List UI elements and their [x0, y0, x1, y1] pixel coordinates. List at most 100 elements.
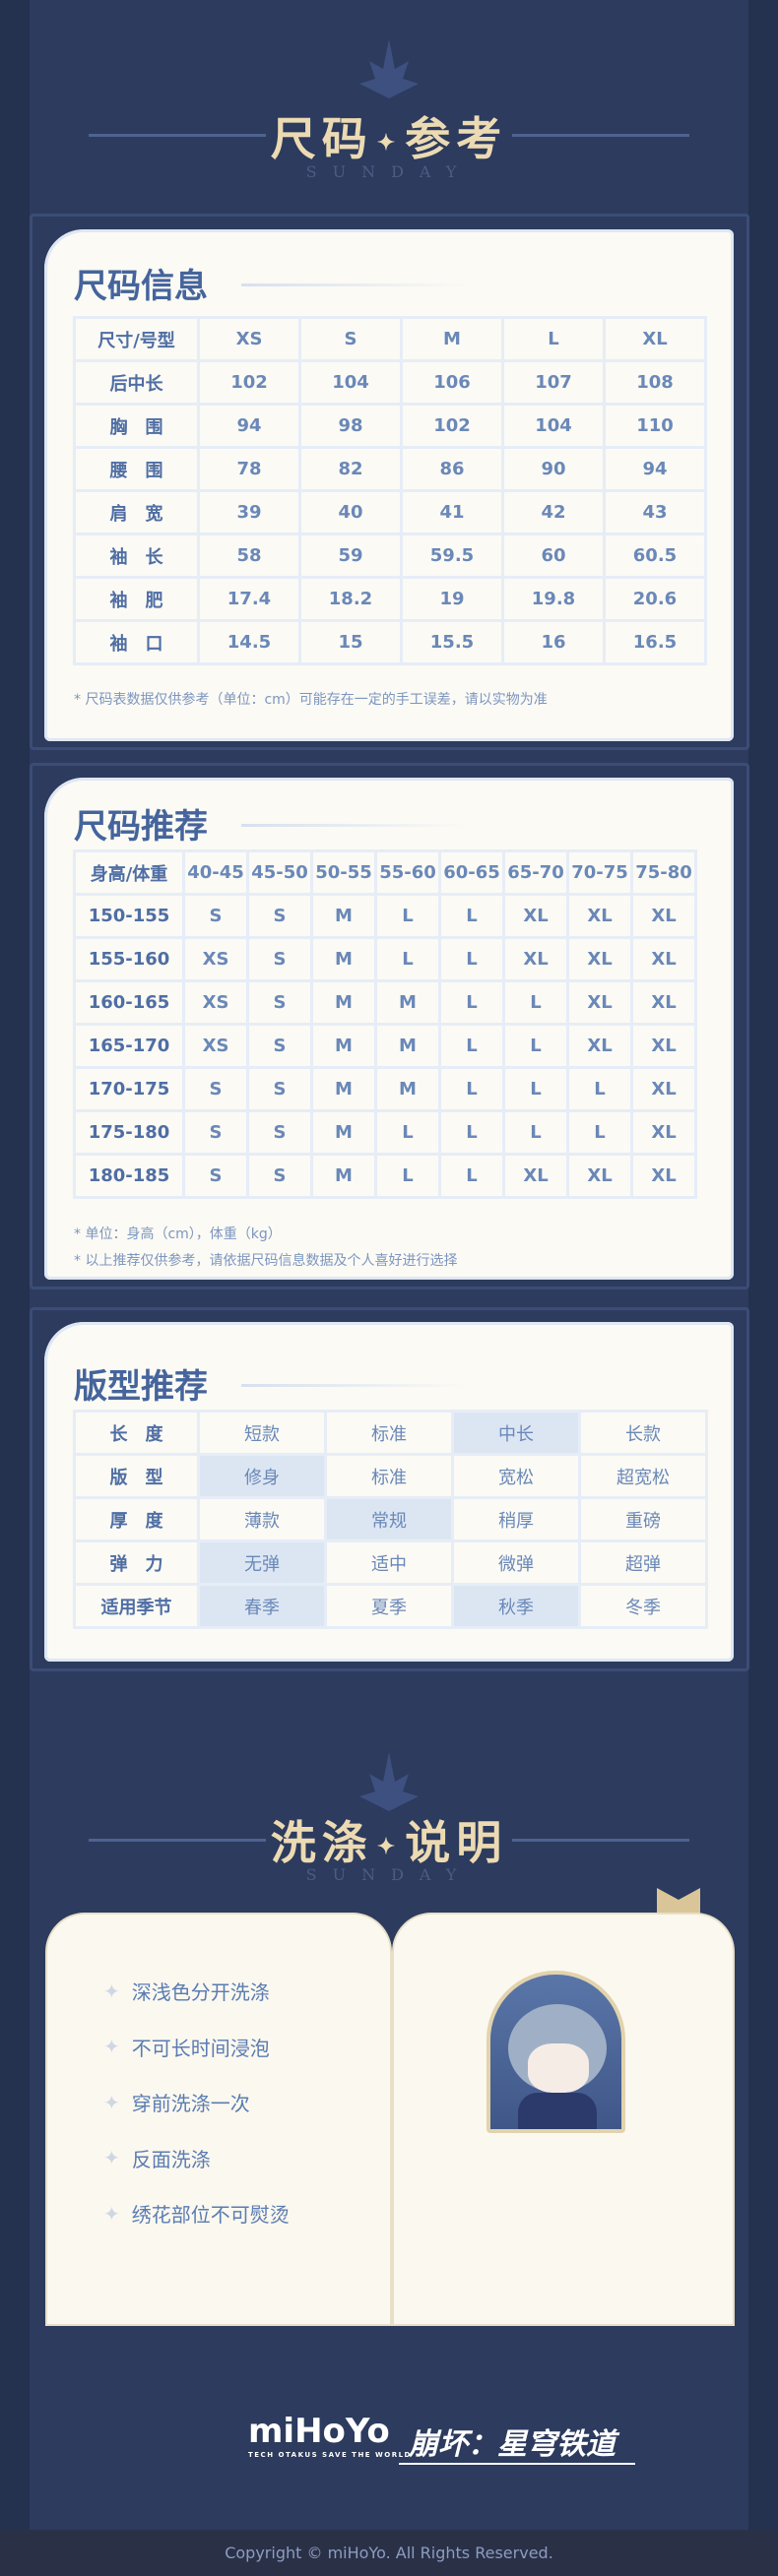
- table-row: 长 度短款 标准 中长 长款: [76, 1413, 705, 1453]
- table-cell: 19.8: [504, 579, 603, 619]
- table-row: 150-155 S S M L L XL XL XL: [76, 896, 694, 936]
- table-row: 155-160 XS S M L L XL XL XL: [76, 939, 694, 979]
- washing-item-text: 穿前洗涤一次: [131, 2092, 250, 2115]
- table-cell: M: [377, 1026, 438, 1066]
- table-cell: XL: [633, 1112, 694, 1153]
- washing-item: ✦ 深浅色分开洗涤: [103, 1977, 270, 2005]
- row-label: 180-185: [76, 1156, 182, 1196]
- table-row: 版 型修身 标准 宽松 超宽松: [76, 1456, 705, 1496]
- book-left-page: [45, 1913, 392, 2326]
- fit-recommend-title: 版型推荐: [74, 1367, 208, 1407]
- table-cell: L: [377, 1156, 438, 1196]
- title-ornament-right: [512, 134, 689, 137]
- table-cell: L: [569, 1069, 630, 1109]
- eye-ornament-icon: [241, 283, 468, 286]
- table-cell: XL: [569, 939, 630, 979]
- table-cell: L: [441, 1026, 502, 1066]
- size-recommend-table: 身高/体重 40-45 45-50 50-55 55-60 60-65 65-70 70-75…: [73, 849, 697, 1199]
- row-label: 腰 围: [76, 449, 197, 489]
- table-cell: 18.2: [301, 579, 400, 619]
- option-cell-selected: 春季: [200, 1586, 324, 1626]
- table-cell: 19: [403, 579, 501, 619]
- size-recommend-title: 尺码推荐: [74, 807, 208, 847]
- table-cell: 15.5: [403, 622, 501, 662]
- section-subtitle: SUNDAY: [305, 1865, 473, 1884]
- option-cell: 短款: [200, 1413, 324, 1453]
- table-cell: XL: [633, 1069, 694, 1109]
- table-cell: L: [505, 1112, 566, 1153]
- option-cell: 标准: [327, 1413, 451, 1453]
- table-cell: 102: [403, 406, 501, 446]
- table-cell: 104: [301, 362, 400, 403]
- table-cell: L: [441, 896, 502, 936]
- table-cell: XL: [505, 1156, 566, 1196]
- option-cell-selected: 无弹: [200, 1542, 324, 1583]
- option-cell: 薄款: [200, 1499, 324, 1539]
- table-cell: XS: [185, 939, 246, 979]
- table-cell: 78: [200, 449, 298, 489]
- row-label: 后中长: [76, 362, 197, 403]
- table-row: 胸 围 94 98 102 104 110: [76, 406, 704, 446]
- table-row: 后中长 102 104 106 107 108: [76, 362, 704, 403]
- table-cell: 60: [504, 535, 603, 576]
- table-cell: 70-75: [569, 852, 630, 893]
- row-label: 弹 力: [76, 1542, 197, 1583]
- footer-copyright: Copyright © miHoYo. All Rights Reserved.: [0, 2530, 778, 2576]
- table-cell: 45-50: [249, 852, 310, 893]
- row-label: 版 型: [76, 1456, 197, 1496]
- table-cell: 16: [504, 622, 603, 662]
- table-row: 肩 宽 39 40 41 42 43: [76, 492, 704, 533]
- table-cell: XL: [569, 896, 630, 936]
- size-info-note: * 尺码表数据仅供参考（单位：cm）可能存在一定的手工误差，请以实物为准: [74, 692, 548, 708]
- option-cell-selected: 中长: [454, 1413, 578, 1453]
- table-cell: 15: [301, 622, 400, 662]
- option-cell: 长款: [581, 1413, 705, 1453]
- sparkle-icon: ✦: [103, 1979, 120, 2003]
- table-row: 175-180 S S M L L L L XL: [76, 1112, 694, 1153]
- table-cell: S: [185, 1069, 246, 1109]
- table-cell: S: [249, 1156, 310, 1196]
- table-cell: XL: [633, 982, 694, 1023]
- washing-item-text: 深浅色分开洗涤: [131, 1980, 270, 2004]
- option-cell: 微弹: [454, 1542, 578, 1583]
- crown-ornament-icon: [359, 39, 419, 98]
- table-row: 袖 长 58 59 59.5 60 60.5: [76, 535, 704, 576]
- table-cell: XS: [185, 1026, 246, 1066]
- row-label: 厚 度: [76, 1499, 197, 1539]
- right-border: [748, 0, 778, 2576]
- section-title-washing: 洗涤 ✦说明: [270, 1816, 508, 1869]
- washing-item-text: 反面洗涤: [131, 2147, 211, 2171]
- table-cell: 14.5: [200, 622, 298, 662]
- row-label: 170-175: [76, 1069, 182, 1109]
- table-cell: 110: [606, 406, 704, 446]
- table-cell: XL: [606, 319, 704, 359]
- table-cell: 40-45: [185, 852, 246, 893]
- card-frame: [30, 214, 749, 750]
- row-label: 袖 长: [76, 535, 197, 576]
- washing-item-text: 绣花部位不可熨烫: [131, 2203, 290, 2227]
- table-cell: 108: [606, 362, 704, 403]
- table-cell: XL: [633, 1156, 694, 1196]
- title-ornament-left: [89, 134, 266, 137]
- washing-item: ✦ 绣花部位不可熨烫: [103, 2199, 290, 2228]
- table-cell: L: [569, 1112, 630, 1153]
- sparkle-icon: ✦: [103, 2035, 120, 2058]
- table-cell: XL: [633, 1026, 694, 1066]
- crown-ornament-icon: [359, 1752, 419, 1811]
- washing-item-text: 不可长时间浸泡: [131, 2036, 270, 2060]
- table-row: 170-175 S S M M L L L XL: [76, 1069, 694, 1109]
- option-cell: 超弹: [581, 1542, 705, 1583]
- table-cell: 65-70: [505, 852, 566, 893]
- table-cell: 86: [403, 449, 501, 489]
- table-cell: XL: [505, 896, 566, 936]
- table-cell: 59.5: [403, 535, 501, 576]
- table-row: 厚 度薄款 常规 稍厚 重磅: [76, 1499, 705, 1539]
- table-cell: S: [185, 1156, 246, 1196]
- sparkle-icon: ✦: [103, 2146, 120, 2169]
- character-portrait: [486, 1971, 625, 2133]
- table-cell: XL: [505, 939, 566, 979]
- table-cell: M: [377, 1069, 438, 1109]
- option-cell-selected: 修身: [200, 1456, 324, 1496]
- row-label: 肩 宽: [76, 492, 197, 533]
- table-cell: M: [377, 982, 438, 1023]
